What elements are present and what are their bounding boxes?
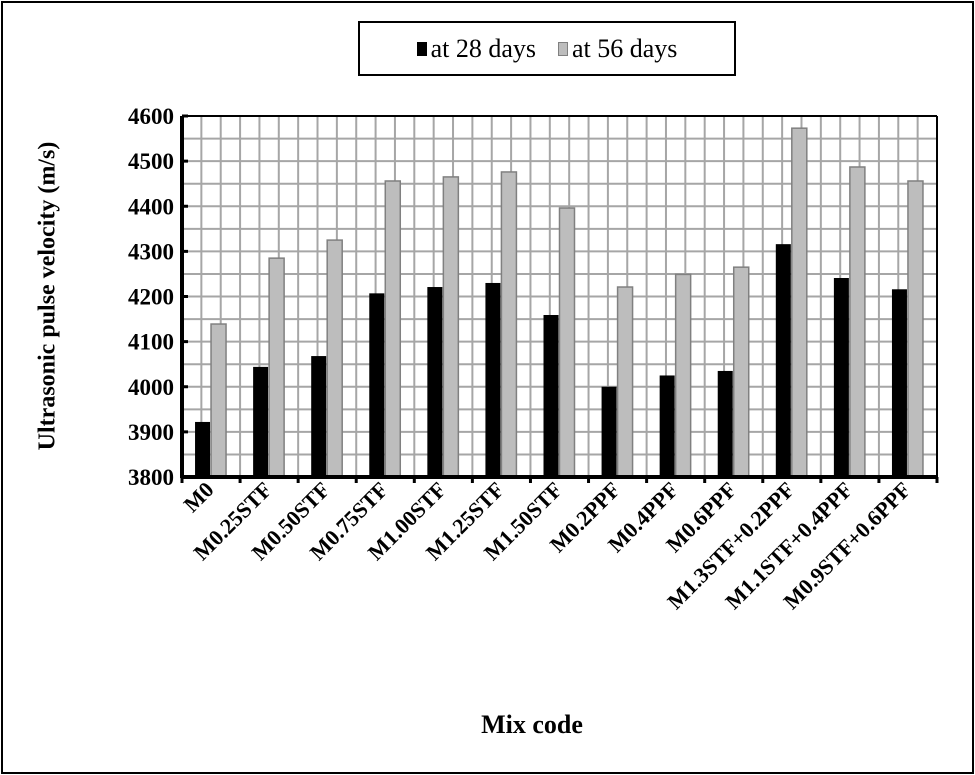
- bar-28-days: [427, 287, 443, 477]
- y-tick-label: 4200: [128, 285, 174, 310]
- y-tick-label: 4000: [128, 375, 174, 400]
- bar-28-days: [311, 356, 327, 477]
- y-tick-label: 4600: [128, 104, 174, 129]
- bar-56-days: [558, 207, 576, 478]
- bar-28-days: [659, 375, 675, 477]
- bar-56-days: [268, 257, 285, 478]
- legend-label-28: at 28 days: [430, 33, 536, 63]
- x-axis-label: Mix code: [481, 710, 583, 739]
- bar-28-days: [717, 370, 733, 477]
- bar-56-days: [500, 171, 518, 478]
- bar-56-days: [732, 266, 750, 478]
- bar-56-days: [907, 180, 924, 478]
- bar-28-days: [485, 282, 501, 477]
- y-tick-label: 3800: [128, 465, 174, 490]
- bar-56-days: [384, 180, 402, 478]
- bar-28-days: [543, 315, 559, 477]
- legend-swatch-black: [416, 41, 427, 56]
- bar-28-days: [601, 386, 617, 477]
- bar-56-days: [674, 273, 692, 478]
- bar-56-days: [210, 323, 227, 478]
- y-tick-label: 4500: [128, 149, 174, 174]
- y-tick-label: 4300: [128, 239, 174, 264]
- bar-28-days: [775, 244, 791, 477]
- bar-56-days: [442, 176, 460, 478]
- bar-56-days: [616, 286, 634, 478]
- legend-item-56-days: at 56 days: [558, 34, 677, 64]
- y-tick-label: 4100: [128, 330, 174, 355]
- legend: at 28 days at 56 days: [358, 21, 736, 76]
- bar-28-days: [195, 421, 211, 477]
- legend-item-28-days: at 28 days: [416, 33, 536, 64]
- y-tick-label: 4400: [128, 194, 174, 219]
- bar-28-days: [253, 366, 269, 477]
- legend-label-56: at 56 days: [572, 33, 678, 63]
- bar-28-days: [891, 289, 907, 477]
- y-tick-label: 3900: [128, 420, 174, 445]
- bar-56-days: [791, 127, 808, 478]
- x-tick-label: M0: [178, 477, 218, 517]
- legend-swatch-gray: [558, 41, 568, 56]
- bar-28-days: [369, 293, 385, 477]
- bar-56-days: [326, 239, 343, 478]
- bar-56-days: [849, 166, 866, 478]
- bar-28-days: [833, 277, 849, 477]
